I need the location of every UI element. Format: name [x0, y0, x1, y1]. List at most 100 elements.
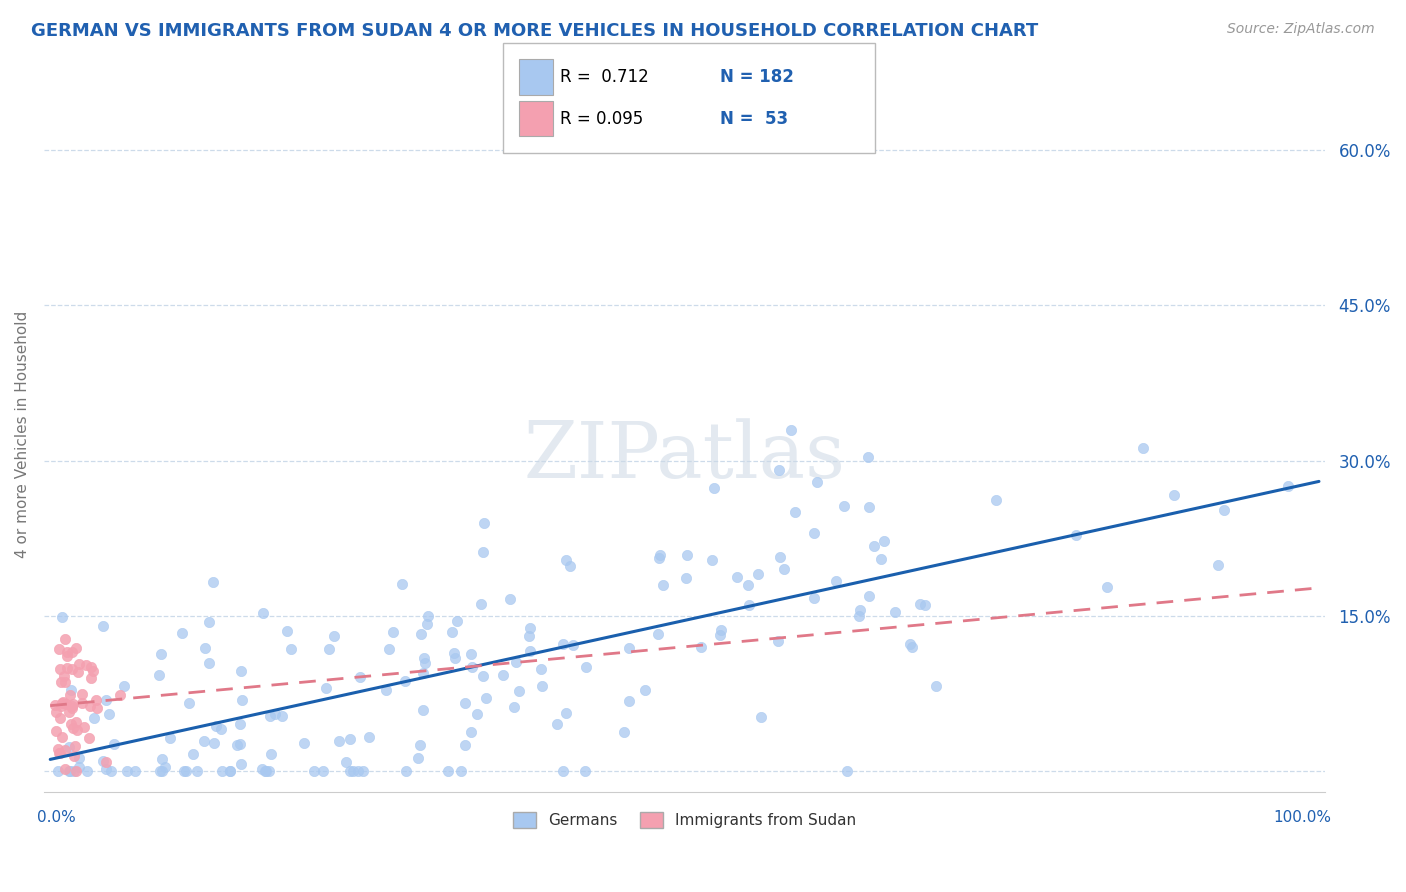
Point: [1163, 488, 1185, 502]
Point: [231, 693, 253, 707]
Point: [150, 764, 173, 779]
Text: 100.0%: 100.0%: [1274, 810, 1331, 825]
Point: [613, 725, 636, 739]
Point: [173, 764, 195, 779]
Point: [416, 617, 439, 632]
Point: [725, 570, 748, 584]
Point: [72, 720, 94, 734]
Point: [863, 539, 886, 553]
Point: [492, 668, 515, 682]
Point: [378, 641, 401, 656]
Point: [1206, 558, 1229, 572]
Text: GERMAN VS IMMIGRANTS FROM SUDAN 4 OR MORE VEHICLES IN HOUSEHOLD CORRELATION CHAR: GERMAN VS IMMIGRANTS FROM SUDAN 4 OR MOR…: [31, 22, 1038, 40]
Point: [46, 764, 69, 779]
Point: [67, 657, 90, 671]
Point: [648, 551, 671, 566]
Point: [617, 694, 640, 708]
Point: [737, 578, 759, 592]
Point: [49, 711, 72, 725]
Point: [48, 642, 70, 657]
Point: [194, 640, 217, 655]
Point: [352, 764, 374, 779]
Point: [201, 575, 224, 590]
Point: [83, 711, 105, 725]
Point: [647, 627, 669, 641]
Point: [67, 759, 90, 773]
Point: [470, 597, 492, 611]
Point: [62, 721, 84, 735]
Point: [382, 624, 405, 639]
Point: [276, 624, 298, 638]
Point: [250, 762, 273, 776]
Point: [219, 764, 242, 779]
Point: [1097, 580, 1119, 594]
Point: [901, 640, 924, 655]
Point: [45, 706, 67, 720]
Point: [519, 644, 541, 658]
Point: [475, 690, 498, 705]
Point: [100, 764, 122, 779]
Point: [181, 747, 204, 761]
Point: [908, 597, 931, 611]
Point: [225, 738, 247, 752]
Point: [530, 663, 553, 677]
Point: [48, 663, 70, 677]
Point: [551, 637, 574, 651]
Point: [437, 764, 460, 779]
Point: [94, 755, 117, 769]
Point: [49, 698, 72, 713]
Point: [59, 764, 82, 779]
Point: [56, 645, 79, 659]
Point: [517, 628, 540, 642]
Point: [292, 736, 315, 750]
Point: [835, 764, 858, 779]
Point: [648, 549, 671, 563]
Point: [575, 660, 598, 674]
Point: [675, 571, 697, 585]
Point: [51, 695, 73, 709]
Point: [197, 656, 219, 670]
Point: [806, 475, 828, 489]
Point: [172, 626, 194, 640]
Point: [198, 615, 221, 629]
Point: [58, 705, 80, 719]
Point: [72, 696, 94, 710]
Point: [58, 739, 80, 754]
Point: [148, 668, 170, 682]
Point: [471, 545, 494, 559]
Point: [574, 764, 596, 779]
Y-axis label: 4 or more Vehicles in Household: 4 or more Vehicles in Household: [15, 311, 30, 558]
Point: [394, 674, 416, 689]
Point: [1064, 528, 1087, 542]
Point: [53, 675, 76, 690]
Point: [555, 706, 578, 721]
Point: [342, 764, 364, 779]
Point: [700, 553, 723, 567]
Point: [443, 647, 465, 661]
Point: [925, 680, 948, 694]
Point: [472, 669, 495, 683]
Point: [60, 645, 83, 659]
Point: [984, 492, 1007, 507]
Point: [773, 562, 796, 576]
Point: [304, 764, 326, 779]
Point: [108, 688, 131, 702]
Point: [59, 717, 82, 731]
Point: [856, 450, 879, 465]
Point: [737, 599, 759, 613]
Point: [803, 526, 825, 541]
Point: [260, 747, 283, 762]
Point: [323, 629, 346, 643]
Text: ZIPatlas: ZIPatlas: [523, 418, 845, 494]
Point: [229, 717, 252, 731]
Point: [149, 764, 172, 779]
Point: [848, 603, 870, 617]
Point: [749, 710, 772, 724]
Point: [264, 706, 287, 721]
Point: [98, 706, 121, 721]
Text: Source: ZipAtlas.com: Source: ZipAtlas.com: [1227, 22, 1375, 37]
Point: [315, 681, 337, 696]
Point: [898, 637, 921, 651]
Point: [562, 638, 585, 652]
Point: [709, 628, 731, 642]
